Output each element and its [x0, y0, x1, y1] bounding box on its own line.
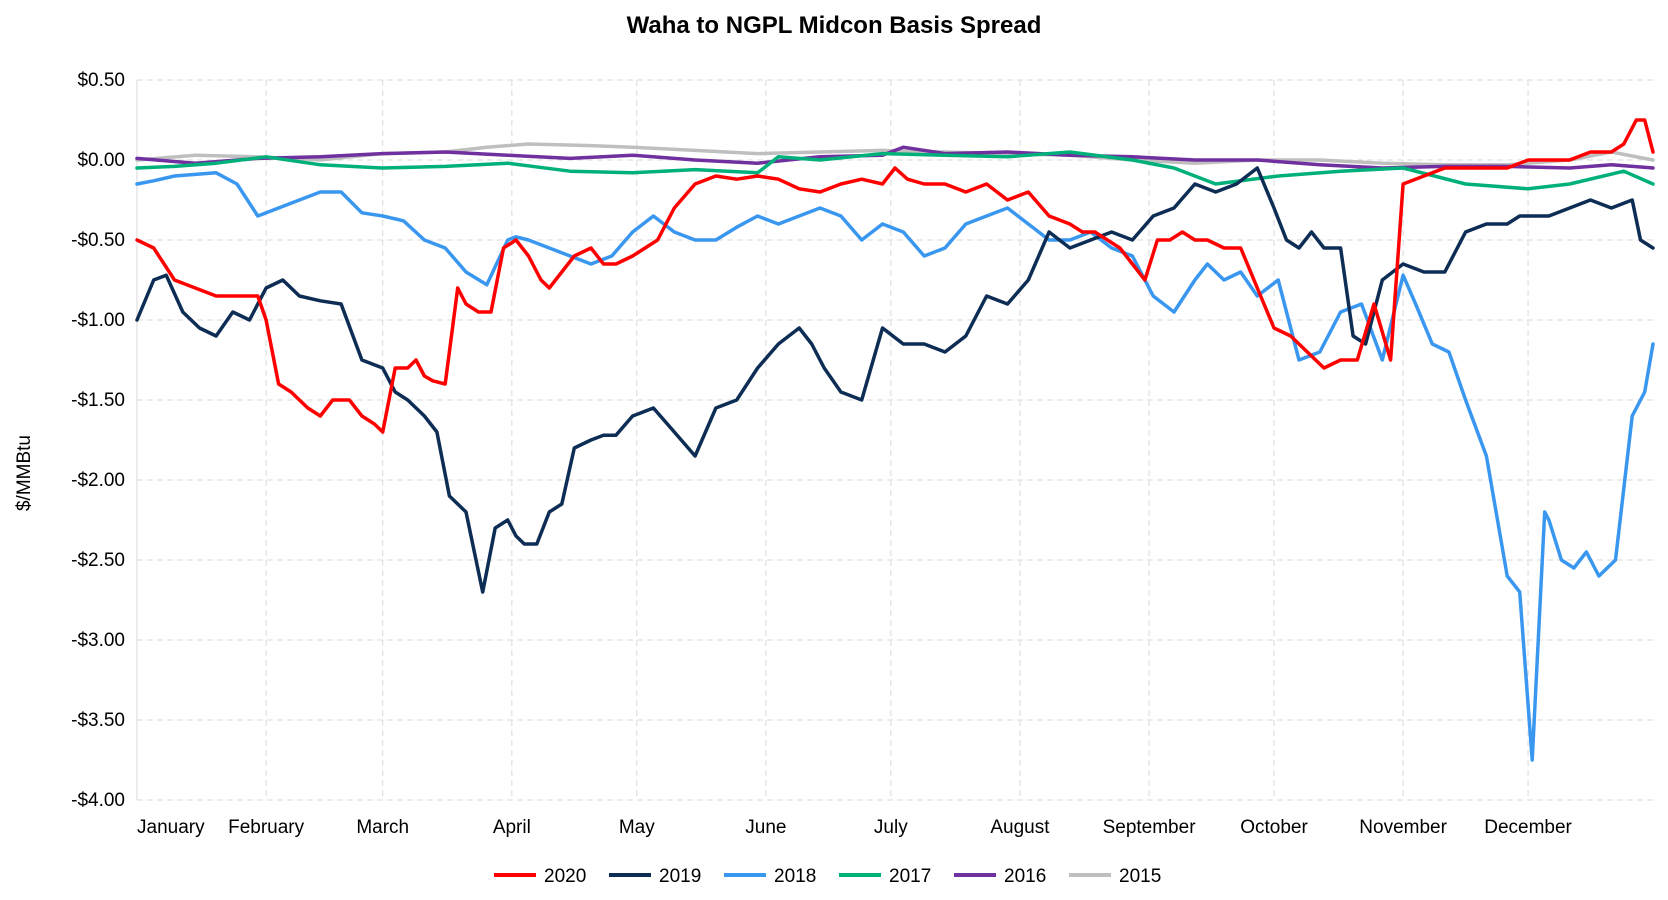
x-tick-label: November — [1359, 817, 1447, 838]
series-line-2019 — [135, 166, 1655, 594]
grid-layer — [136, 79, 1653, 801]
legend-label-2018: 2018 — [774, 866, 816, 887]
x-tick-label: October — [1240, 817, 1308, 838]
series-line-2018 — [135, 171, 1655, 762]
y-tick-label: -$1.50 — [71, 390, 125, 411]
y-tick-label: -$2.00 — [71, 470, 125, 491]
x-tick-label: July — [874, 817, 908, 838]
x-tick-label: April — [493, 817, 531, 838]
y-tick-label: -$1.00 — [71, 310, 125, 331]
x-tick-label: August — [990, 817, 1050, 838]
x-tick-label: March — [356, 817, 409, 838]
x-tick-label: January — [137, 817, 205, 838]
y-tick-label: -$3.50 — [71, 710, 125, 731]
legend-label-2020: 2020 — [544, 866, 586, 887]
y-tick-label: -$3.00 — [71, 630, 125, 651]
x-tick-label: May — [619, 817, 655, 838]
y-tick-label: -$4.00 — [71, 790, 125, 811]
legend-label-2017: 2017 — [889, 866, 931, 887]
legend-label-2015: 2015 — [1119, 866, 1161, 887]
series-line-2016 — [135, 145, 1655, 170]
y-tick-label: -$0.50 — [71, 230, 125, 251]
series-line-2020 — [135, 118, 1655, 434]
chart-title: Waha to NGPL Midcon Basis Spread — [626, 12, 1042, 39]
y-tick-label: -$2.50 — [71, 550, 125, 571]
legend-label-2019: 2019 — [659, 866, 701, 887]
x-tick-label: February — [228, 817, 305, 838]
legend-label-2016: 2016 — [1004, 866, 1046, 887]
y-tick-label: $0.00 — [77, 150, 125, 171]
y-tick-label: $0.50 — [77, 70, 125, 91]
x-tick-label: December — [1484, 817, 1572, 838]
x-tick-label: June — [745, 817, 786, 838]
legend-layer: 2020 2019 2018 2017 2016 2015 — [494, 866, 1161, 887]
y-axis-label: $/MMBtu — [14, 435, 35, 511]
series-layer — [135, 118, 1655, 762]
series-line-2017 — [135, 150, 1655, 191]
axes-layer: $0.50 $0.00 -$0.50 -$1.00 -$1.50 -$2.00 -$2.50… — [71, 70, 1572, 838]
x-tick-label: September — [1103, 817, 1197, 838]
